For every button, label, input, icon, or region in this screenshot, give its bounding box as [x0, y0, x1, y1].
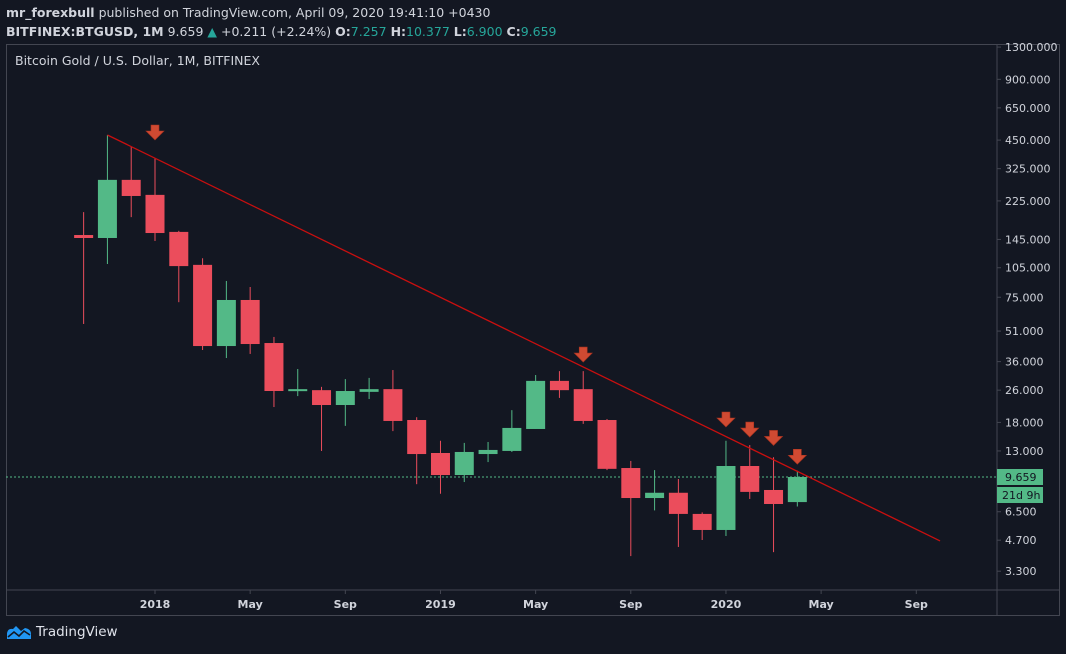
- price-tick-label: 26.000: [1005, 384, 1044, 397]
- time-tick-label: 2019: [425, 598, 456, 611]
- tradingview-logo[interactable]: TradingView: [6, 624, 118, 640]
- candle-up: [645, 492, 665, 499]
- time-tick-label: May: [238, 598, 263, 611]
- time-tick-label: Sep: [619, 598, 642, 611]
- candle-down: [383, 389, 403, 421]
- candle-down: [169, 231, 189, 267]
- candle-up: [526, 380, 546, 429]
- chart-legend-title: Bitcoin Gold / U.S. Dollar, 1M, BITFINEX: [15, 53, 260, 68]
- down-arrow-icon: [716, 411, 736, 428]
- open-value: 7.257: [350, 24, 387, 39]
- price-tick-label: 145.000: [1005, 233, 1051, 246]
- price-tick-label: 450.000: [1005, 134, 1051, 147]
- author-name[interactable]: mr_forexbull: [6, 5, 95, 20]
- price-tick-label: 325.000: [1005, 163, 1051, 176]
- price-tick-label: 6.500: [1005, 506, 1037, 519]
- candle-down: [312, 390, 332, 406]
- time-tick-label: May: [809, 598, 834, 611]
- price-change: +0.211 (+2.24%): [221, 24, 332, 39]
- close-value: 9.659: [520, 24, 557, 39]
- price-tick-label: 36.000: [1005, 356, 1044, 369]
- time-tick-label: May: [523, 598, 548, 611]
- down-arrow-icon: [787, 448, 808, 465]
- candle-down: [764, 489, 784, 504]
- candle-down: [573, 389, 593, 421]
- candle-up: [454, 451, 474, 476]
- candle-down: [407, 420, 427, 455]
- candle-down: [668, 492, 688, 514]
- candle-up: [478, 449, 498, 455]
- price-tick-label: 13.000: [1005, 445, 1044, 458]
- down-arrow-icon: [763, 430, 784, 446]
- down-arrow-icon: [573, 346, 593, 363]
- candle-up: [502, 427, 522, 451]
- candle-down: [74, 235, 94, 238]
- symbol: BITFINEX:BTGUSD, 1M: [6, 24, 164, 39]
- bar-countdown-label: 21d 9h: [1002, 489, 1040, 502]
- candle-down: [692, 513, 712, 530]
- low-label: L:: [453, 24, 467, 39]
- price-tick-label: 105.000: [1005, 262, 1051, 275]
- time-tick-label: 2020: [711, 598, 742, 611]
- candle-down: [740, 465, 760, 492]
- candle-down: [121, 179, 141, 196]
- candle-down: [597, 420, 617, 469]
- price-tick-label: 3.300: [1005, 565, 1037, 578]
- price-tick-label: 18.000: [1005, 416, 1044, 429]
- down-arrow-icon: [145, 124, 165, 141]
- tradingview-brand: TradingView: [36, 624, 118, 640]
- candle-up: [288, 389, 308, 392]
- high-label: H:: [390, 24, 407, 39]
- countdown-badge: [997, 487, 1043, 503]
- time-tick-label: Sep: [334, 598, 357, 611]
- up-triangle-icon: ▲: [207, 24, 218, 39]
- price-tick-label: 4.700: [1005, 534, 1037, 547]
- low-value: 6.900: [466, 24, 503, 39]
- candle-down: [430, 452, 450, 476]
- candle-up: [359, 389, 379, 392]
- candle-down: [240, 299, 260, 345]
- candle-up: [787, 477, 807, 503]
- symbol-info: BITFINEX:BTGUSD, 1M 9.659 ▲ +0.211 (+2.2…: [6, 24, 557, 39]
- candle-down: [193, 264, 213, 347]
- price-tick-label: 51.000: [1005, 325, 1044, 338]
- candle-up: [716, 465, 736, 530]
- price-tick-label: 650.000: [1005, 102, 1051, 115]
- chart-frame: [6, 44, 1060, 616]
- candle-down: [264, 343, 284, 392]
- time-tick-label: Sep: [905, 598, 928, 611]
- candle-down: [549, 380, 569, 391]
- close-label: C:: [506, 24, 521, 39]
- price-tick-label: 225.000: [1005, 195, 1051, 208]
- publish-info: mr_forexbull published on TradingView.co…: [6, 5, 490, 20]
- published-text: published on TradingView.com, April 09, …: [98, 5, 491, 20]
- candle-up: [216, 299, 236, 347]
- price-tick-label: 900.000: [1005, 73, 1051, 86]
- high-value: 10.377: [406, 24, 450, 39]
- tradingview-cloud-icon: [7, 626, 31, 639]
- price-tick-label: 75.000: [1005, 291, 1044, 304]
- open-label: O:: [335, 24, 351, 39]
- resistance-trendline: [107, 134, 941, 542]
- last-price: 9.659: [167, 24, 204, 39]
- candle-up: [335, 391, 355, 406]
- time-tick-label: 2018: [140, 598, 171, 611]
- candle-down: [621, 468, 641, 499]
- candle-up: [97, 179, 117, 238]
- down-arrow-icon: [740, 421, 760, 438]
- last-price-label: 9.659: [1005, 471, 1037, 484]
- candle-down: [145, 194, 165, 234]
- last-price-badge: [997, 469, 1043, 485]
- price-tick-label: 1300.000: [1005, 41, 1058, 54]
